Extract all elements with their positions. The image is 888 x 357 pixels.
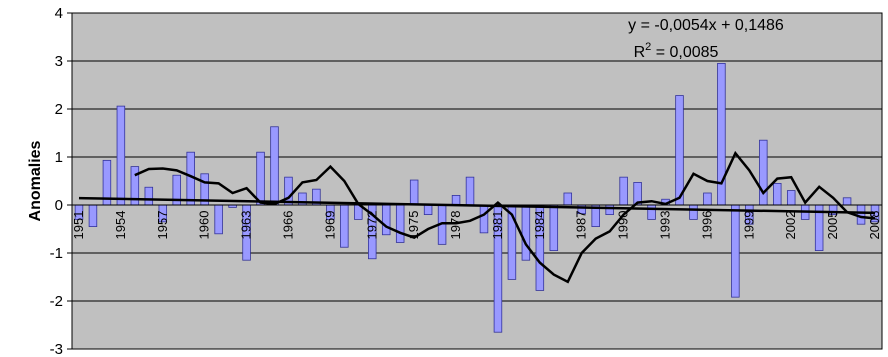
bar	[451, 194, 461, 206]
bar	[521, 204, 531, 261]
y-tick-label: 0	[55, 197, 63, 214]
r-squared-label: R2 = 0,0085	[634, 41, 719, 61]
bar	[842, 197, 852, 206]
x-tick-label: 1963	[239, 211, 254, 240]
bar	[786, 190, 796, 206]
x-tick-label: 1960	[197, 211, 212, 240]
y-tick-label: 2	[55, 101, 63, 118]
x-tick-label: 1951	[71, 211, 86, 240]
bar	[214, 204, 223, 235]
bar	[675, 95, 684, 206]
y-tick-labels: -3 -2 -1 0 1 2 3 4	[50, 5, 72, 357]
r-squared-prefix: R	[634, 44, 646, 61]
bar	[549, 204, 559, 251]
bar	[563, 192, 573, 206]
bar	[647, 204, 656, 220]
y-tick-label: -2	[50, 293, 63, 310]
x-tick-label: 1966	[280, 211, 295, 240]
bar	[703, 192, 712, 206]
r-squared-value: = 0,0085	[651, 44, 718, 61]
bar	[395, 204, 405, 243]
y-tick-label: -1	[50, 245, 63, 262]
trendline-equation: y = -0,0054x + 0,1486	[628, 17, 784, 34]
bar	[465, 176, 475, 206]
y-tick-label: 1	[55, 149, 63, 166]
bar	[256, 151, 265, 206]
x-tick-label: 1978	[448, 211, 463, 240]
bar	[479, 204, 489, 234]
gridlines	[72, 60, 882, 302]
bar	[144, 186, 154, 206]
x-tick-label: 1969	[322, 211, 337, 240]
x-tick-label: 1975	[406, 211, 421, 240]
bar	[856, 204, 866, 225]
y-axis-label: Anomalies	[27, 140, 44, 221]
r-squared-superscript: 2	[645, 41, 651, 53]
y-tick-label: -3	[50, 341, 63, 357]
bar	[409, 179, 419, 206]
x-tick-label: 2008	[867, 211, 882, 240]
bar	[731, 204, 740, 298]
bar	[381, 204, 391, 236]
y-tick-label: 4	[55, 5, 63, 22]
bar-series	[74, 63, 880, 333]
trendline	[78, 196, 876, 215]
x-tick-label: 1954	[113, 211, 128, 240]
y-tick-label: 3	[55, 53, 63, 70]
x-tick-label: 1999	[741, 211, 756, 240]
x-tick-label: 1957	[155, 211, 170, 240]
x-tick-label: 1987	[574, 211, 589, 240]
x-tick-label: 1984	[532, 211, 547, 240]
bar	[116, 105, 126, 206]
bar	[759, 139, 768, 206]
bar	[689, 204, 698, 220]
bar	[270, 126, 279, 206]
bar	[619, 176, 628, 206]
x-tick-label: 1981	[490, 211, 505, 240]
x-tick-label: 2005	[825, 211, 840, 240]
x-tick-label: 1993	[658, 211, 673, 240]
bar	[340, 204, 349, 248]
moving-average-line	[134, 150, 876, 284]
bar	[88, 204, 98, 228]
bar	[423, 204, 433, 215]
bar	[773, 182, 782, 206]
bar	[605, 204, 614, 215]
x-tick-label: 1996	[699, 211, 714, 240]
x-tick-label: 2002	[783, 211, 798, 240]
